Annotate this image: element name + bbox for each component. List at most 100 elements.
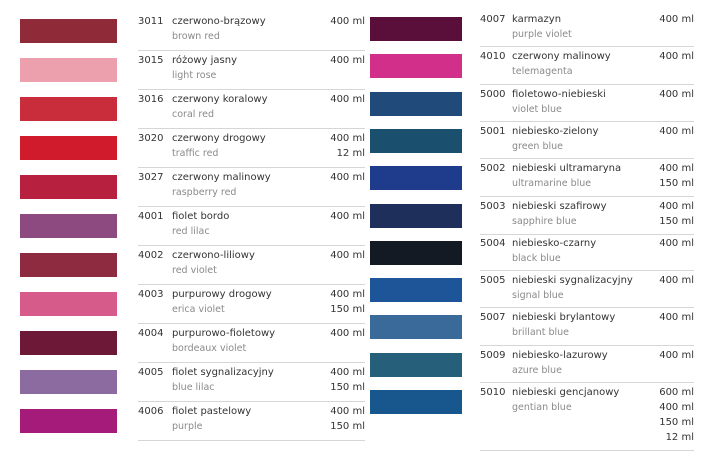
color-name: niebieski sygnalizacyjny — [512, 275, 633, 287]
volume: 400 ml — [659, 275, 694, 287]
volume: 150 ml — [330, 304, 365, 315]
color-code: 5010 — [480, 387, 506, 398]
color-name-en: violet blue — [512, 103, 562, 115]
volume: 400 ml — [659, 200, 694, 212]
color-row: 3016 czerwony koralowy coral red 400 ml — [138, 90, 365, 129]
color-name-en: gentian blue — [512, 402, 572, 413]
color-name-en: raspberry red — [172, 187, 237, 198]
color-name-en: sapphire blue — [512, 215, 577, 227]
volume: 12 ml — [665, 432, 694, 443]
color-row: 3015 różowy jasny light rose 400 ml — [138, 51, 365, 90]
color-row: 4006 fiolet pastelowy purple 400 ml 150 ml — [138, 402, 365, 441]
color-code: 4001 — [138, 211, 164, 222]
color-code: 3015 — [138, 55, 164, 66]
color-code: 5003 — [480, 200, 506, 212]
color-code: 5009 — [480, 349, 506, 361]
volume: 400 ml — [330, 133, 365, 144]
volume: 12 ml — [336, 148, 365, 159]
volume: 400 ml — [659, 125, 694, 137]
volume: 400 ml — [659, 163, 694, 175]
color-swatch — [20, 214, 117, 238]
color-swatch — [20, 58, 117, 82]
color-name-en: purple violet — [512, 29, 572, 40]
color-name: fiolet bordo — [172, 211, 230, 222]
color-name: karmazyn — [512, 14, 562, 25]
color-row: 5001 niebiesko-zielony green blue 400 ml — [480, 122, 694, 160]
color-swatch — [370, 240, 462, 265]
color-name: czerwony malinowy — [512, 51, 611, 63]
color-name-en: green blue — [512, 140, 563, 152]
color-name: fiolet sygnalizacyjny — [172, 367, 274, 378]
color-row: 5002 niebieski ultramaryna ultramarine blu… — [480, 159, 694, 198]
volume: 400 ml — [659, 349, 694, 361]
color-swatch — [20, 97, 117, 121]
color-swatch — [20, 409, 117, 433]
color-code: 3027 — [138, 172, 164, 183]
color-row: 5009 niebiesko-lazurowy azure blue 400 ml — [480, 346, 694, 383]
color-swatch — [370, 203, 462, 228]
color-swatch — [20, 292, 117, 316]
color-name: niebieski gencjanowy — [512, 387, 620, 398]
color-name: niebieski ultramaryna — [512, 163, 622, 175]
color-name: czerwony drogowy — [172, 133, 266, 144]
color-row: 5000 fioletowo-niebieski violet blue 400 ml — [480, 85, 694, 122]
color-name: purpurowo-fioletowy — [172, 328, 276, 339]
color-name-en: red lilac — [172, 226, 210, 237]
color-name: niebiesko-czarny — [512, 237, 597, 249]
color-name-en: brillant blue — [512, 327, 569, 339]
color-row: 5003 niebieski szafirowy sapphire blue 400 … — [480, 197, 694, 235]
color-code: 5004 — [480, 237, 506, 249]
color-swatch — [20, 331, 117, 355]
color-name-en: erica violet — [172, 304, 225, 315]
color-name: fioletowo-niebieski — [512, 88, 606, 100]
color-swatch — [20, 19, 117, 43]
color-code: 5001 — [480, 125, 506, 137]
volume: 400 ml — [330, 94, 365, 105]
color-code: 4007 — [480, 14, 506, 25]
volume: 400 ml — [330, 328, 365, 339]
volume: 400 ml — [330, 289, 365, 300]
color-name: czerwony malinowy — [172, 172, 271, 183]
color-swatch — [20, 175, 117, 199]
color-swatch — [20, 136, 117, 160]
color-code: 5002 — [480, 163, 506, 175]
color-code: 4005 — [138, 367, 164, 378]
color-code: 3016 — [138, 94, 164, 105]
volume: 600 ml — [659, 387, 694, 398]
color-name: czerwono-brązowy — [172, 16, 266, 27]
color-name-en: signal blue — [512, 290, 564, 302]
color-name-en: telemagenta — [512, 66, 573, 78]
color-row: 5007 niebieski brylantowy brillant blue 400… — [480, 308, 694, 346]
color-code: 3011 — [138, 16, 164, 27]
color-code: 5007 — [480, 312, 506, 324]
volume: 150 ml — [659, 178, 694, 190]
color-row: 5010 niebieski gencjanowy gentian blue 600 … — [480, 383, 694, 451]
color-name: fiolet pastelowy — [172, 406, 252, 417]
color-name-en: red violet — [172, 265, 217, 276]
volume: 150 ml — [659, 215, 694, 227]
color-name: różowy jasny — [172, 55, 238, 66]
volume: 400 ml — [330, 55, 365, 66]
color-name: czerwony koralowy — [172, 94, 268, 105]
color-row: 4001 fiolet bordo red lilac 400 ml — [138, 207, 365, 246]
color-name: purpurowy drogowy — [172, 289, 272, 300]
color-row: 4010 czerwony malinowy telemagenta 400 ml — [480, 47, 694, 85]
color-swatch — [370, 352, 462, 377]
color-swatch — [370, 17, 462, 41]
volume: 150 ml — [659, 417, 694, 428]
color-code: 4004 — [138, 328, 164, 339]
color-swatch — [370, 278, 462, 303]
color-row: 4002 czerwono-liliowy red violet 400 ml — [138, 246, 365, 285]
color-name-en: bordeaux violet — [172, 343, 247, 354]
volume: 400 ml — [330, 406, 365, 417]
volume: 400 ml — [659, 88, 694, 100]
volume: 400 ml — [659, 312, 694, 324]
color-row: 3011 czerwono-brązowy brown red 400 ml — [138, 12, 365, 51]
volume: 400 ml — [659, 14, 694, 25]
color-name-en: coral red — [172, 109, 214, 120]
color-swatch — [370, 128, 462, 153]
color-swatch — [20, 370, 117, 394]
color-name-en: blue lilac — [172, 382, 215, 393]
volume: 150 ml — [330, 421, 365, 432]
